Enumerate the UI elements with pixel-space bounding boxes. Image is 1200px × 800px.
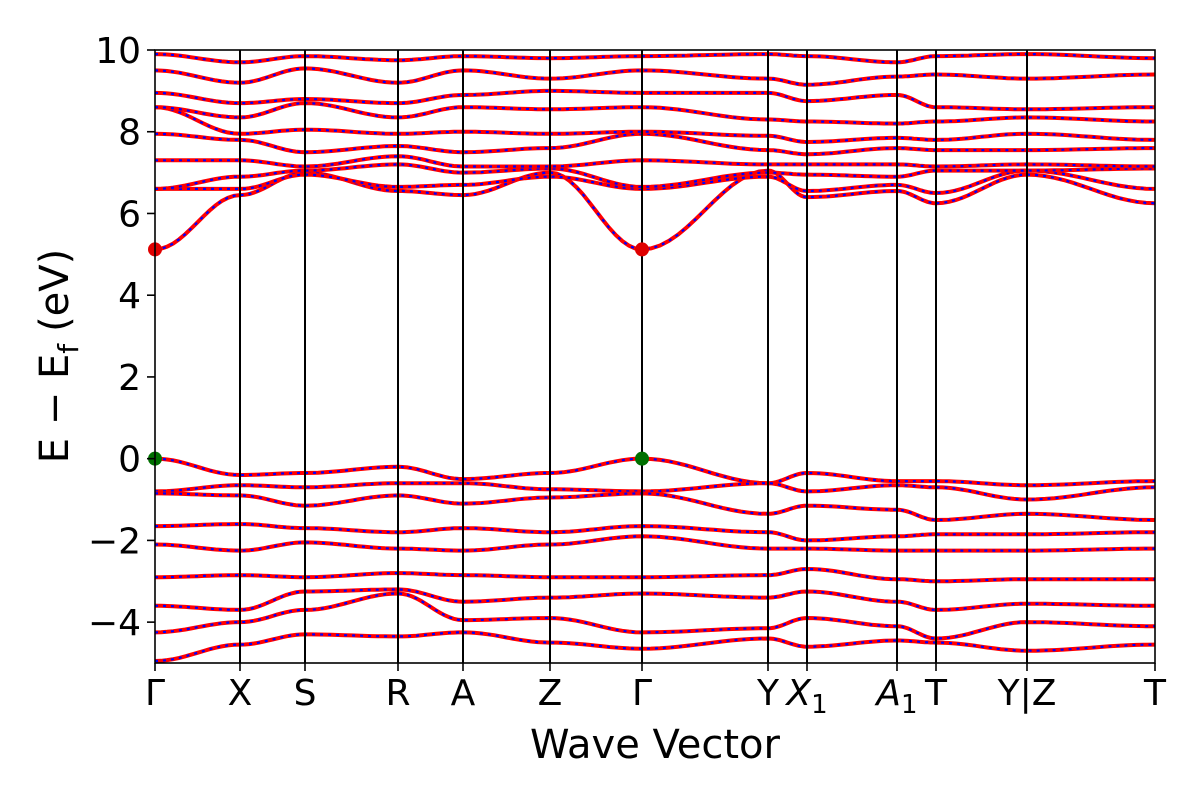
y-axis-title: E − Ef (eV) [32,249,85,464]
plot-frame [154,49,1156,664]
x-tick-label: S [294,673,317,714]
kpoint-lines [239,50,1028,663]
y-tick-label: 8 [118,113,141,154]
vbm-marker [635,451,649,466]
x-tick-label: Y [756,673,780,714]
x-tick-label: Y|Z [997,673,1057,714]
y-tick-label: 4 [118,276,141,317]
x-tick-label: A [451,673,476,714]
y-axis-ticks: 10 8 6 4 2 0 −2 −4 [88,31,155,644]
y-axis-title-main: E − E [32,354,78,464]
x-tick-label: X1 [784,673,827,720]
cbm-marker [635,242,649,257]
y-tick-label: 10 [95,31,141,72]
y-axis-title-sub: f [52,343,85,354]
y-tick-label: −2 [88,521,141,562]
x-tick-label: T [924,673,948,714]
x-tick-label: Γ [632,673,652,714]
y-tick-label: −4 [88,603,141,644]
x-tick-label: Z [538,673,563,714]
y-axis-title-unit: (eV) [32,249,78,332]
x-tick-label: T [1143,673,1167,714]
y-tick-label: 0 [118,440,141,481]
y-tick-label: 6 [118,194,141,235]
x-tick-label: Γ [145,673,165,714]
x-axis-title: Wave Vector [530,722,781,768]
y-tick-label: 2 [118,358,141,399]
x-tick-label: A1 [874,673,917,720]
x-axis-ticks: Γ X S R A Z Γ Y X1 A1 T Y|Z T [145,663,1167,720]
x-tick-label: X [228,673,253,714]
x-tick-label: R [385,673,410,714]
